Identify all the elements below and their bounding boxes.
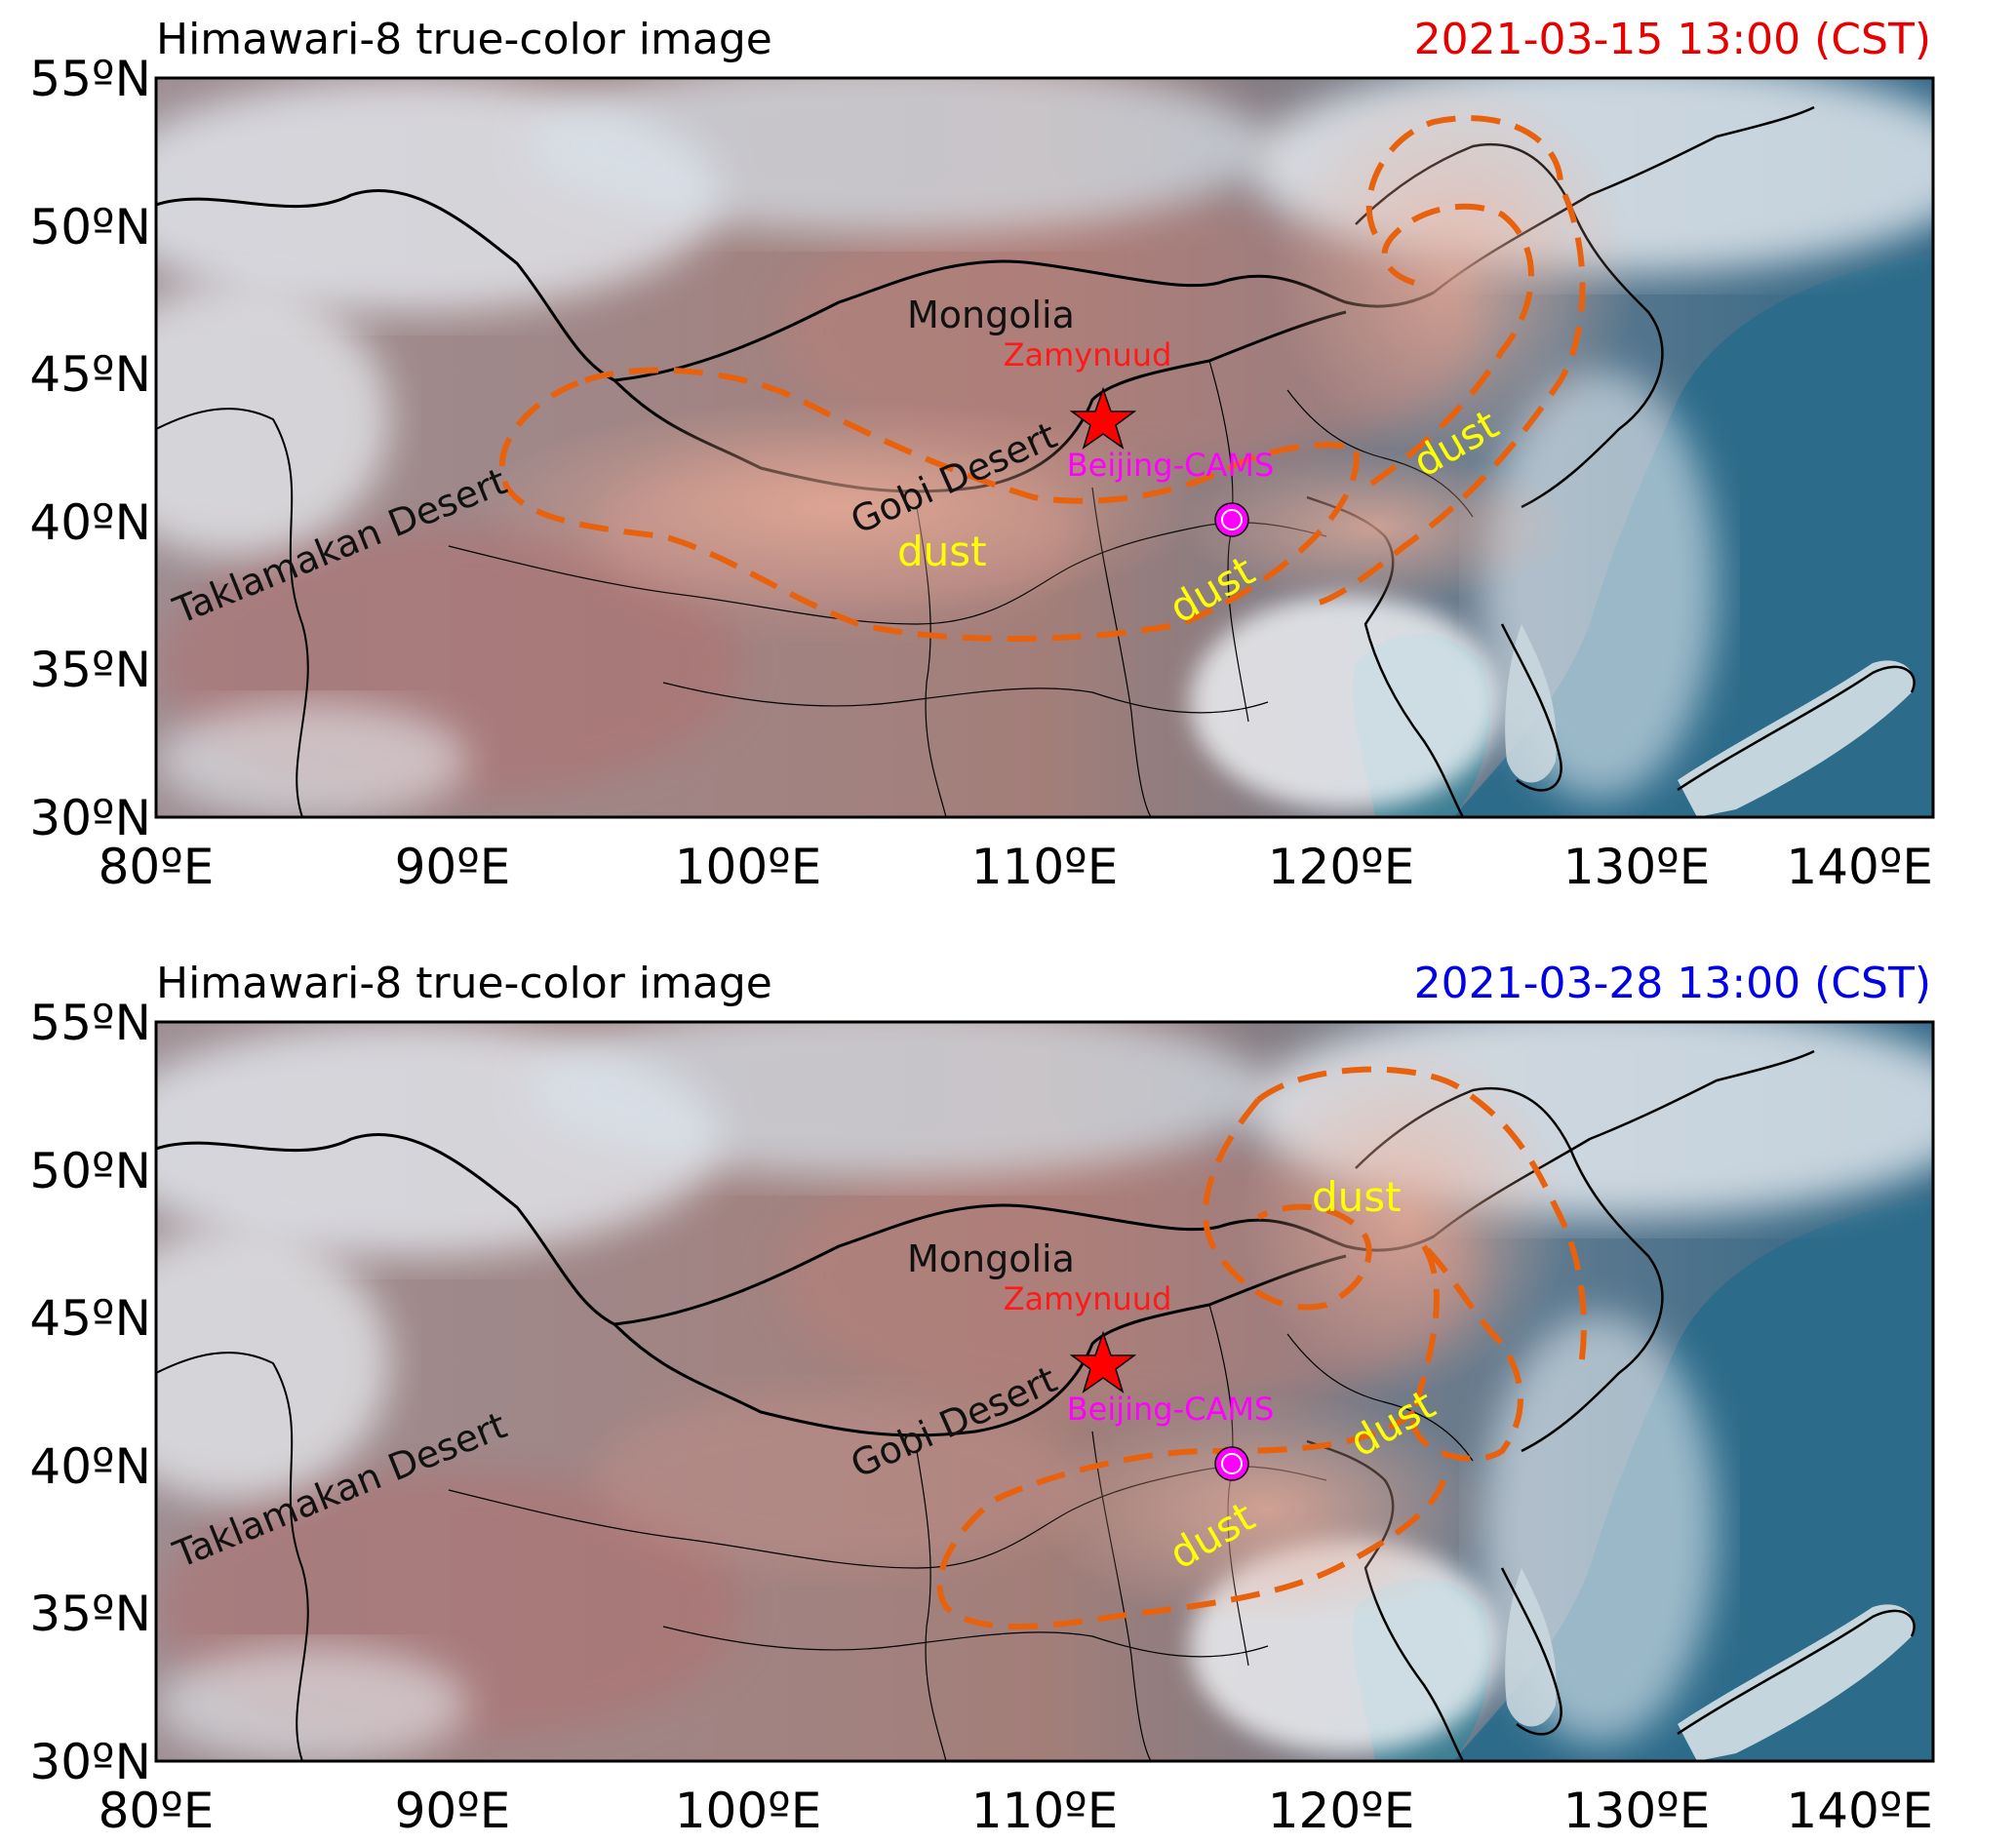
label-zamynuud: Zamynuud: [1004, 336, 1172, 373]
panel-1-frame: [154, 76, 1935, 819]
panel-2: Himawari-8 true-color image 2021-03-28 1…: [29, 959, 1990, 1839]
y2-tick-40: 40ºN: [29, 1438, 151, 1495]
y-tick-40: 40ºN: [29, 494, 151, 551]
dust-outline-north: [1203, 1066, 1587, 1374]
x-tick-80: 80ºE: [99, 839, 215, 895]
x-tick-110: 110ºE: [971, 839, 1119, 895]
dust-outline-west: [498, 367, 1360, 642]
y2-tick-55: 55ºN: [29, 995, 151, 1051]
panel-1-x-ticks: 80ºE 90ºE 100ºE 110ºE 120ºE 130ºE 140ºE: [99, 839, 1933, 895]
panel-2-frame: [154, 1020, 1935, 1763]
panel-2-timestamp: 2021-03-28 13:00 (CST): [1414, 959, 1931, 1008]
x-tick-130: 130ºE: [1563, 839, 1711, 895]
y-tick-50: 50ºN: [29, 199, 151, 255]
zamynuud-star-marker: [1069, 386, 1137, 450]
label-dust-1: dust: [897, 528, 987, 575]
x-tick-140: 140ºE: [1786, 839, 1933, 895]
y-tick-35: 35ºN: [29, 642, 151, 698]
x2-tick-130: 130ºE: [1563, 1783, 1711, 1839]
label-zamynuud-2: Zamynuud: [1004, 1280, 1172, 1317]
y2-tick-30: 30ºN: [29, 1734, 151, 1790]
beijing-station-marker-2: [1214, 1446, 1249, 1481]
x2-tick-80: 80ºE: [99, 1783, 215, 1839]
x2-tick-140: 140ºE: [1786, 1783, 1933, 1839]
label-beijing-cams-2: Beijing-CAMS: [1067, 1391, 1275, 1428]
x2-tick-120: 120ºE: [1268, 1783, 1415, 1839]
label-mongolia-2: Mongolia: [907, 1237, 1075, 1280]
dust-outline-south: [936, 1243, 1523, 1629]
label-beijing-cams: Beijing-CAMS: [1067, 447, 1275, 484]
x-tick-100: 100ºE: [675, 839, 822, 895]
panel-1-title: Himawari-8 true-color image: [156, 15, 772, 64]
y-tick-30: 30ºN: [29, 790, 151, 846]
panel-2-x-ticks: 80ºE 90ºE 100ºE 110ºE 120ºE 130ºE 140ºE: [99, 1783, 1933, 1839]
x2-tick-90: 90ºE: [395, 1783, 511, 1839]
panel-2-title: Himawari-8 true-color image: [156, 959, 772, 1008]
y2-tick-35: 35ºN: [29, 1586, 151, 1642]
x2-tick-100: 100ºE: [675, 1783, 822, 1839]
x2-tick-110: 110ºE: [971, 1783, 1119, 1839]
panel-2-y-ticks: 55ºN 50ºN 45ºN 40ºN 35ºN 30ºN: [29, 995, 151, 1790]
x-tick-90: 90ºE: [395, 839, 511, 895]
x-tick-120: 120ºE: [1268, 839, 1415, 895]
y-tick-45: 45ºN: [29, 346, 151, 403]
y2-tick-45: 45ºN: [29, 1290, 151, 1347]
zamynuud-star-marker-2: [1069, 1330, 1137, 1393]
label-dust-4: dust: [1312, 1173, 1402, 1221]
dust-outline-northeast: [1306, 115, 1586, 608]
label-mongolia: Mongolia: [907, 294, 1075, 336]
panel-1-y-ticks: 55ºN 50ºN 45ºN 40ºN 35ºN 30ºN: [29, 51, 151, 846]
panel-1-timestamp: 2021-03-15 13:00 (CST): [1414, 15, 1931, 64]
panel-2-map: [78, 1002, 1990, 1763]
panel-1: Himawari-8 true-color image 2021-03-15 1…: [29, 15, 1990, 895]
y-tick-55: 55ºN: [29, 51, 151, 107]
beijing-station-marker: [1214, 502, 1249, 537]
panel-1-map: [78, 78, 1990, 819]
y2-tick-50: 50ºN: [29, 1143, 151, 1199]
